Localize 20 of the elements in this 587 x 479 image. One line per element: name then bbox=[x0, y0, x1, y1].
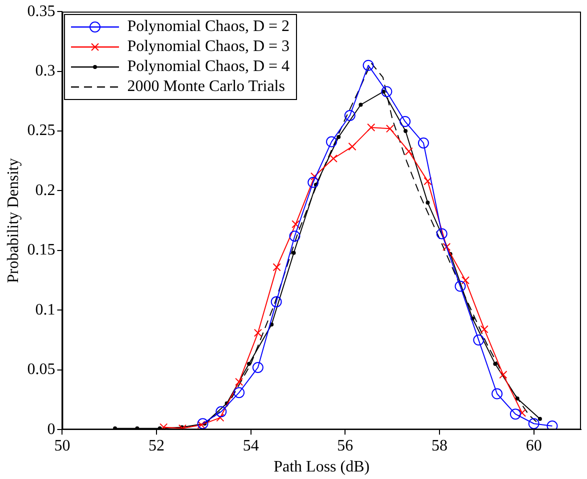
y-tick-label: 0.35 bbox=[27, 2, 56, 20]
x-axis-title: Path Loss (dB) bbox=[274, 458, 370, 476]
y-tick-label: 0 bbox=[47, 420, 56, 438]
x-tick-label: 60 bbox=[526, 437, 542, 454]
legend-label: 2000 Monte Carlo Trials bbox=[127, 76, 285, 97]
legend-label: Polynomial Chaos, D = 3 bbox=[127, 36, 290, 57]
x-tick-label: 56 bbox=[337, 437, 354, 454]
y-tick-label: 0.2 bbox=[35, 182, 56, 199]
y-tick-label: 0.05 bbox=[27, 361, 56, 378]
y-tick-label: 0.25 bbox=[27, 122, 56, 140]
y-tick-label: 0.15 bbox=[27, 242, 56, 259]
x-tick-label: 52 bbox=[148, 437, 165, 454]
legend-label: Polynomial Chaos, D = 4 bbox=[127, 56, 290, 77]
y-tick-label: 0.1 bbox=[35, 301, 56, 318]
y-tick-label: 0.3 bbox=[35, 62, 56, 80]
x-tick-label: 50 bbox=[54, 437, 70, 454]
x-tick-label: 58 bbox=[432, 437, 448, 454]
x-tick-label: 54 bbox=[242, 437, 259, 454]
y-axis-title: Probability Density bbox=[4, 158, 22, 284]
legend-label: Polynomial Chaos, D = 2 bbox=[127, 16, 290, 37]
